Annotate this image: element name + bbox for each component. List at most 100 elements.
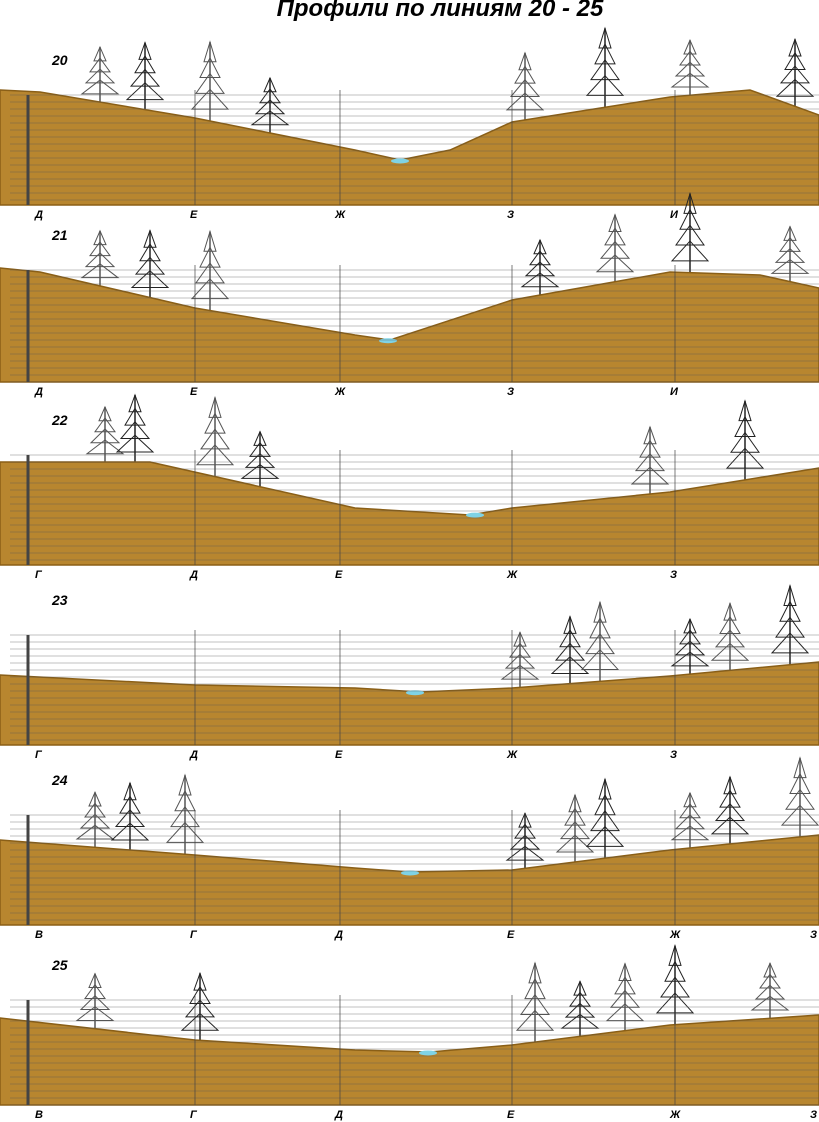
- tree-crown: [254, 99, 286, 115]
- tree-crown: [513, 631, 527, 647]
- tree-crown: [770, 258, 810, 274]
- station-label: И: [670, 386, 679, 398]
- tree-crown: [559, 629, 581, 648]
- tree-crown: [555, 834, 595, 853]
- tree-crown: [564, 807, 586, 826]
- tree-crown: [249, 441, 271, 457]
- tree-crown: [569, 991, 591, 1007]
- tree-crown: [580, 648, 620, 670]
- tree-crown: [505, 92, 545, 111]
- tree-crown: [514, 65, 536, 84]
- profile: Д Е Ж З И 20: [0, 26, 819, 221]
- tree-crown: [785, 788, 815, 810]
- tree-crown: [88, 791, 102, 807]
- tree-crown: [204, 412, 226, 434]
- tree-crown: [564, 1002, 596, 1018]
- tree-crown: [84, 252, 116, 268]
- tree-crown: [608, 213, 622, 232]
- station-label: Д: [34, 209, 43, 221]
- profile: В Г Д Е Ж З 24: [0, 756, 819, 941]
- station-label: Г: [190, 1109, 198, 1121]
- station-label: Ж: [334, 386, 346, 398]
- profile: Д Е Ж З И 21: [0, 191, 819, 398]
- tree-crown: [165, 821, 205, 843]
- tree-crown: [195, 72, 225, 94]
- tree-crown: [643, 425, 657, 445]
- tree-crown: [134, 55, 156, 74]
- stream: [406, 690, 424, 696]
- station-label: Е: [507, 1109, 515, 1121]
- stream: [379, 338, 397, 344]
- tree-crown: [528, 961, 542, 984]
- tree-crown: [719, 789, 741, 808]
- tree-crown: [89, 428, 121, 444]
- tree-crown: [500, 664, 540, 680]
- tree-crown: [520, 272, 560, 288]
- stream: [466, 512, 484, 518]
- tree-crown: [604, 227, 626, 246]
- tree-crown: [674, 640, 706, 656]
- station-label: Д: [189, 749, 198, 761]
- tree-crown: [559, 821, 591, 840]
- tree-crown: [670, 240, 710, 262]
- tree-crown: [79, 995, 111, 1010]
- station-label: И: [670, 209, 679, 221]
- tree-crown: [675, 224, 705, 246]
- tree-crown: [679, 629, 701, 645]
- profile-number: 23: [51, 592, 68, 608]
- tree-crown: [505, 845, 545, 861]
- tree-crown: [509, 78, 541, 97]
- tree-crown: [683, 617, 697, 634]
- tree-crown: [515, 1009, 555, 1031]
- station-label: Ж: [506, 569, 518, 581]
- tree-crown: [193, 971, 207, 991]
- tree-crown: [119, 421, 151, 440]
- tree-crown: [725, 447, 765, 469]
- tree-crown: [750, 995, 790, 1011]
- tree-crown: [134, 256, 166, 275]
- tree-crown: [85, 439, 125, 455]
- tree-crown: [775, 616, 805, 638]
- tree-crown: [594, 42, 616, 65]
- tree-crown: [195, 262, 225, 284]
- station-label: Д: [189, 569, 198, 581]
- tree-crown: [178, 773, 192, 796]
- tree-crown: [93, 45, 107, 62]
- tree-crown: [138, 41, 152, 60]
- terrain: [0, 267, 819, 383]
- tree-crown: [639, 439, 661, 458]
- tree-crown: [509, 834, 541, 850]
- station-label: Е: [190, 209, 198, 221]
- tree-crown: [779, 236, 801, 252]
- station-label: Е: [507, 929, 515, 941]
- tree-crown: [190, 278, 230, 300]
- tree-crown: [668, 943, 682, 966]
- tree-crown: [75, 824, 115, 840]
- terrain: [0, 834, 819, 926]
- tree-crown: [208, 395, 222, 418]
- terrain: [0, 1014, 819, 1106]
- tree-crown: [789, 772, 811, 794]
- tree-crown: [774, 247, 806, 263]
- tree-crown: [529, 250, 551, 266]
- tree-crown: [793, 756, 807, 779]
- tree-crown: [240, 464, 280, 479]
- tree-crown: [674, 61, 706, 77]
- tree-crown: [683, 191, 697, 214]
- tree-crown: [259, 88, 281, 104]
- tree-crown: [524, 977, 546, 1000]
- tree-crown: [520, 993, 550, 1015]
- station-label: З: [810, 929, 817, 941]
- tree-crown: [593, 600, 607, 623]
- tree-crown: [763, 962, 777, 978]
- tree-crown: [143, 229, 157, 248]
- station-label: Д: [34, 386, 43, 398]
- tree-crown: [710, 816, 750, 835]
- tree-crown: [788, 37, 802, 57]
- tree-crown: [714, 802, 746, 822]
- tree-crown: [618, 962, 632, 981]
- station-label: Д: [334, 929, 343, 941]
- tree-crown: [589, 617, 611, 639]
- tree-crown: [79, 813, 111, 829]
